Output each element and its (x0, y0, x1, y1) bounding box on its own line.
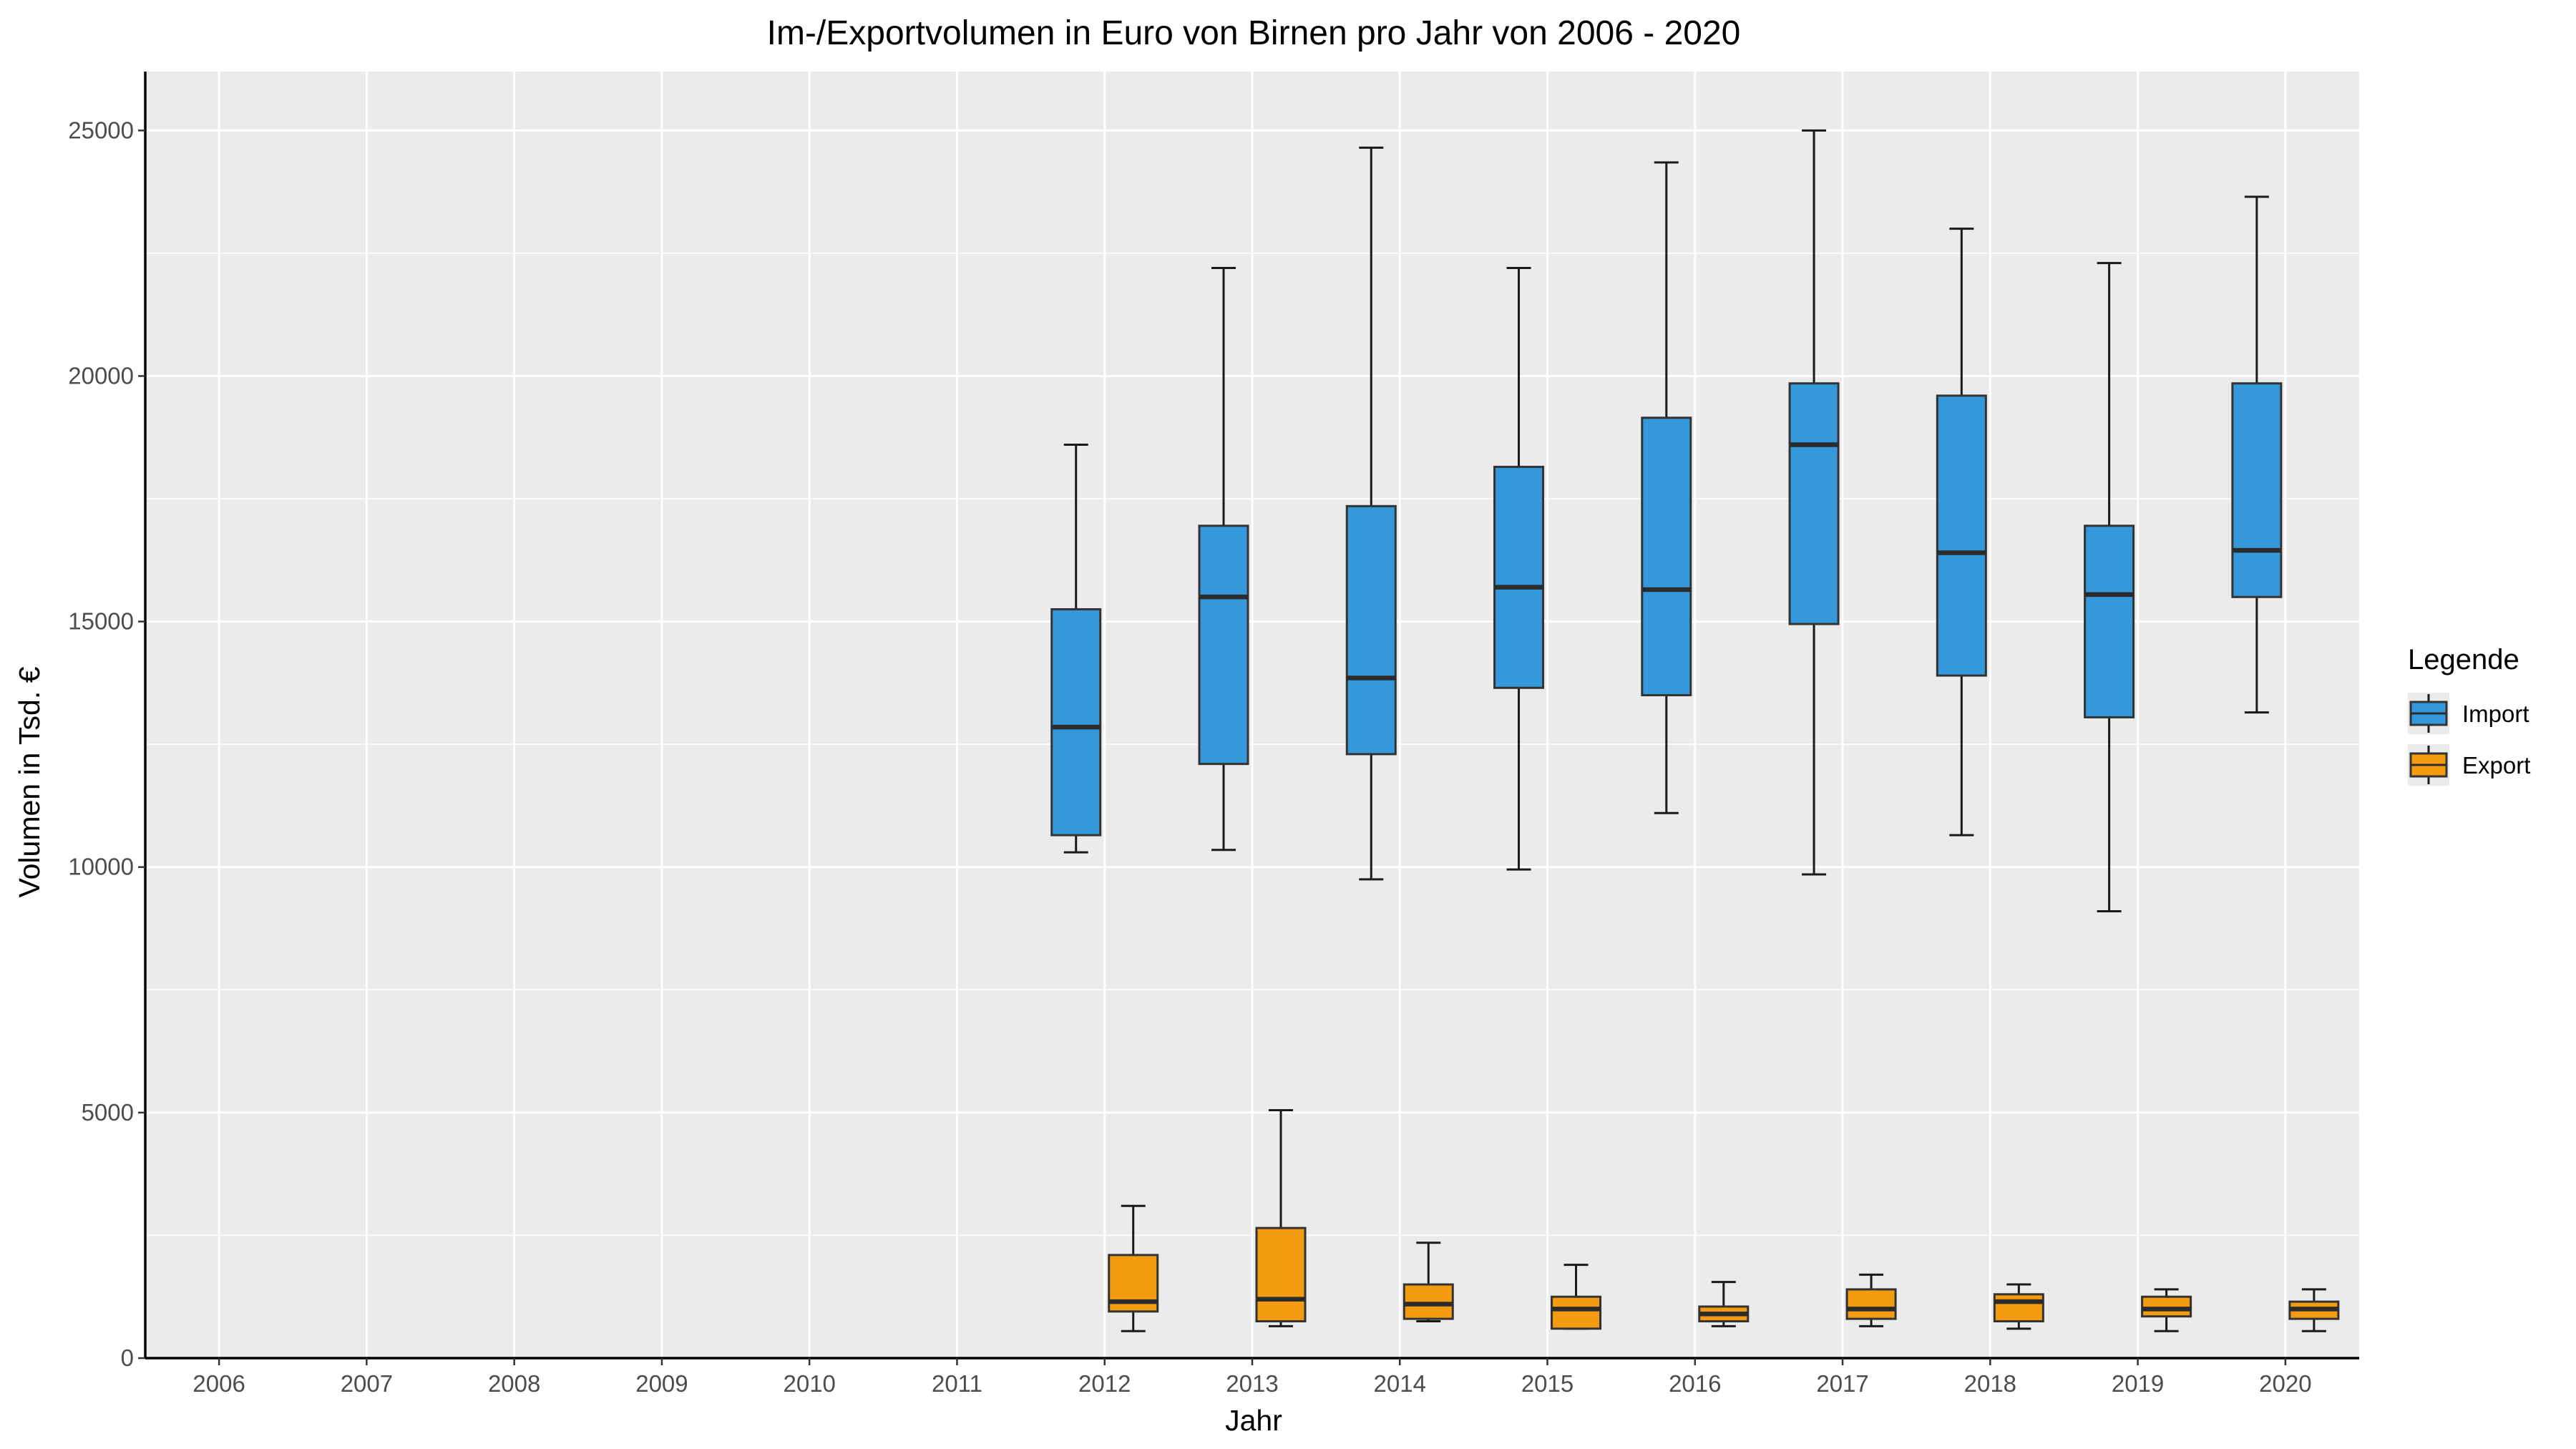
x-tick-label: 2017 (1816, 1370, 1868, 1397)
x-tick-label: 2016 (1669, 1370, 1721, 1397)
box-import-2019 (2084, 525, 2135, 718)
box-import-2020 (2231, 382, 2283, 598)
x-tick-label: 2014 (1374, 1370, 1426, 1397)
x-tick-label: 2020 (2259, 1370, 2311, 1397)
box-import-2013 (1198, 525, 1249, 766)
y-tick-label: 25000 (68, 117, 134, 143)
box-export-2014 (1402, 1283, 1454, 1320)
x-tick-label: 2007 (341, 1370, 393, 1397)
box-import-2017 (1788, 382, 1840, 625)
y-tick-label: 20000 (68, 362, 134, 389)
x-tick-label: 2009 (635, 1370, 688, 1397)
x-tick-label: 2019 (2112, 1370, 2164, 1397)
legend: Legende Import Export (2408, 644, 2530, 786)
x-tick-label: 2012 (1078, 1370, 1131, 1397)
box-export-2018 (1993, 1293, 2044, 1323)
y-axis-title: Volumen in Tsd. € (13, 666, 46, 897)
y-tick-label: 5000 (82, 1099, 134, 1126)
chart-title: Im-/Exportvolumen in Euro von Birnen pro… (767, 14, 1741, 52)
box-export-2013 (1255, 1226, 1307, 1323)
x-tick-label: 2013 (1226, 1370, 1278, 1397)
box-export-2019 (2141, 1295, 2192, 1318)
box-import-2016 (1641, 416, 1692, 697)
legend-title: Legende (2408, 644, 2519, 675)
legend-label-import: Import (2462, 701, 2529, 727)
x-tick-label: 2015 (1521, 1370, 1574, 1397)
box-export-2017 (1845, 1288, 1897, 1320)
y-tick-label: 15000 (68, 608, 134, 635)
legend-label-export: Export (2462, 752, 2530, 779)
x-tick-label: 2006 (192, 1370, 245, 1397)
box-export-2015 (1551, 1295, 1602, 1330)
y-tick-label: 10000 (68, 854, 134, 880)
box-import-2012 (1050, 608, 1102, 836)
box-import-2015 (1493, 465, 1545, 689)
box-import-2014 (1345, 504, 1397, 756)
x-tick-label: 2011 (932, 1370, 982, 1397)
y-tick-label: 0 (121, 1345, 134, 1371)
x-tick-label: 2010 (783, 1370, 835, 1397)
x-tick-label: 2008 (488, 1370, 540, 1397)
box-import-2018 (1936, 394, 1987, 677)
x-axis-title: Jahr (1225, 1404, 1282, 1437)
x-tick-label: 2018 (1964, 1370, 2016, 1397)
